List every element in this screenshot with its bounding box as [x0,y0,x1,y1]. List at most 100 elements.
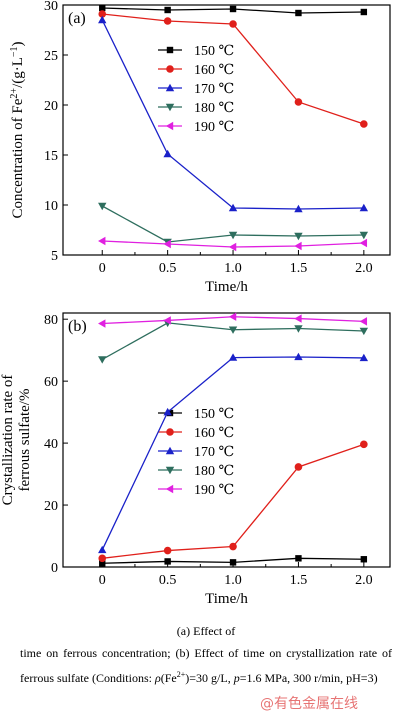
y-axis-label-line-1: Crystallization rate of [0,375,16,506]
chart-panel-b: 0 0.5 1.0 1.5 2.0 0 20 40 60 80 (b) Time/h Crystalli… [0,312,391,607]
figure-caption: (a) Effect of time on ferrous concentrat… [20,620,392,689]
data-point [294,352,303,361]
data-point [98,10,107,18]
legend-entry: 170 ℃ [158,82,234,97]
panel-label: (a) [68,10,86,27]
legend-label: 190 ℃ [194,120,234,135]
data-point [294,232,303,241]
data-point [359,238,368,248]
data-point [294,325,303,333]
data-point [294,463,303,471]
legend-entry: 190 ℃ [158,120,234,135]
y-axis-label-line-2: ferrous sulfate/% [17,389,33,492]
series-150c [99,4,368,17]
y-tick-label: 10 [44,199,58,214]
data-point [359,203,369,212]
x-tick-label: 2.0 [355,573,373,588]
data-point [98,356,107,364]
chart-panel-a: 0 0.5 1.0 1.5 2.0 5 10 15 20 25 30 (a) Time/h Concent… [9,0,391,295]
data-point [163,149,172,158]
legend-entry: 180 ℃ [158,464,234,479]
data-point [228,353,238,361]
data-point [163,407,172,416]
series-line [102,443,365,559]
legend-marker [166,428,174,436]
x-axis-label: Time/h [205,279,248,295]
series-190c [98,312,368,328]
data-point [163,546,172,555]
x-tick-label: 0.5 [159,261,177,276]
x-tick-label: 2.0 [355,261,373,276]
legend-label: 190 ℃ [194,483,234,498]
data-point [295,9,302,17]
data-point [98,319,106,328]
plot-frame [62,312,391,568]
legend-entry: 190 ℃ [158,483,234,498]
x-axis-label: Time/h [205,591,248,607]
x-tick-label: 1.0 [224,261,242,276]
data-point [294,98,303,106]
data-point [294,314,302,323]
legend-label: 180 ℃ [194,464,234,479]
y-tick-label: 20 [44,99,58,114]
y-tick-label: 60 [44,375,58,390]
y-tick-label: 30 [44,0,58,14]
legend-label: 160 ℃ [194,426,234,441]
y-tick-label: 5 [51,249,58,264]
legend-entry: 180 ℃ [158,101,234,116]
data-point [229,20,237,28]
x-tick-label: 0.5 [159,573,177,588]
series-150c [99,555,368,567]
y-tick-label: 15 [44,149,58,164]
data-point [359,353,369,362]
data-point [294,204,303,213]
data-point [99,560,106,567]
legend-entry: 160 ℃ [158,426,234,441]
data-point [98,202,107,211]
legend-marker [165,103,175,112]
data-point [360,120,368,128]
legend-entry: 160 ℃ [158,63,234,78]
data-point [228,231,238,240]
y-tick-label: 80 [44,313,58,328]
series-160c [98,440,368,563]
data-point [164,6,171,14]
data-point [163,239,171,249]
x-tick-label: 0 [99,261,106,276]
caption-body: time on ferrous concentration; (b) Effec… [20,646,392,685]
legend-entry: 150 ℃ [158,44,234,59]
panel-label: (b) [68,318,87,335]
data-point [99,4,106,12]
legend-marker [166,46,174,54]
legend-marker [166,65,174,73]
data-point [98,554,107,563]
series-170c [98,15,369,213]
x-tick-label: 0 [99,573,106,588]
legend-marker [165,121,174,131]
y-tick-label: 25 [44,49,58,64]
legend-marker [165,83,175,92]
data-point [98,545,107,554]
data-point [98,236,106,246]
data-point [163,17,172,25]
x-tick-label: 1.5 [290,261,308,276]
y-tick-label: 0 [51,561,58,576]
legend-label: 150 ℃ [194,44,234,59]
plot-frame [62,4,391,256]
data-point [228,203,238,212]
y-tick-label: 20 [44,499,58,514]
x-tick-label: 1.5 [290,573,308,588]
legend-label: 180 ℃ [194,101,234,116]
legend-entry: 170 ℃ [158,445,234,460]
legend-marker [165,446,175,455]
data-point [359,317,368,326]
watermark-text: @有色金属在线 [260,696,358,712]
legend-label: 160 ℃ [194,63,234,78]
legend-label: 170 ℃ [194,445,234,460]
data-point [360,556,368,563]
data-point [229,5,237,13]
legend-marker [165,466,175,475]
data-point [360,8,368,16]
data-point [228,312,237,321]
